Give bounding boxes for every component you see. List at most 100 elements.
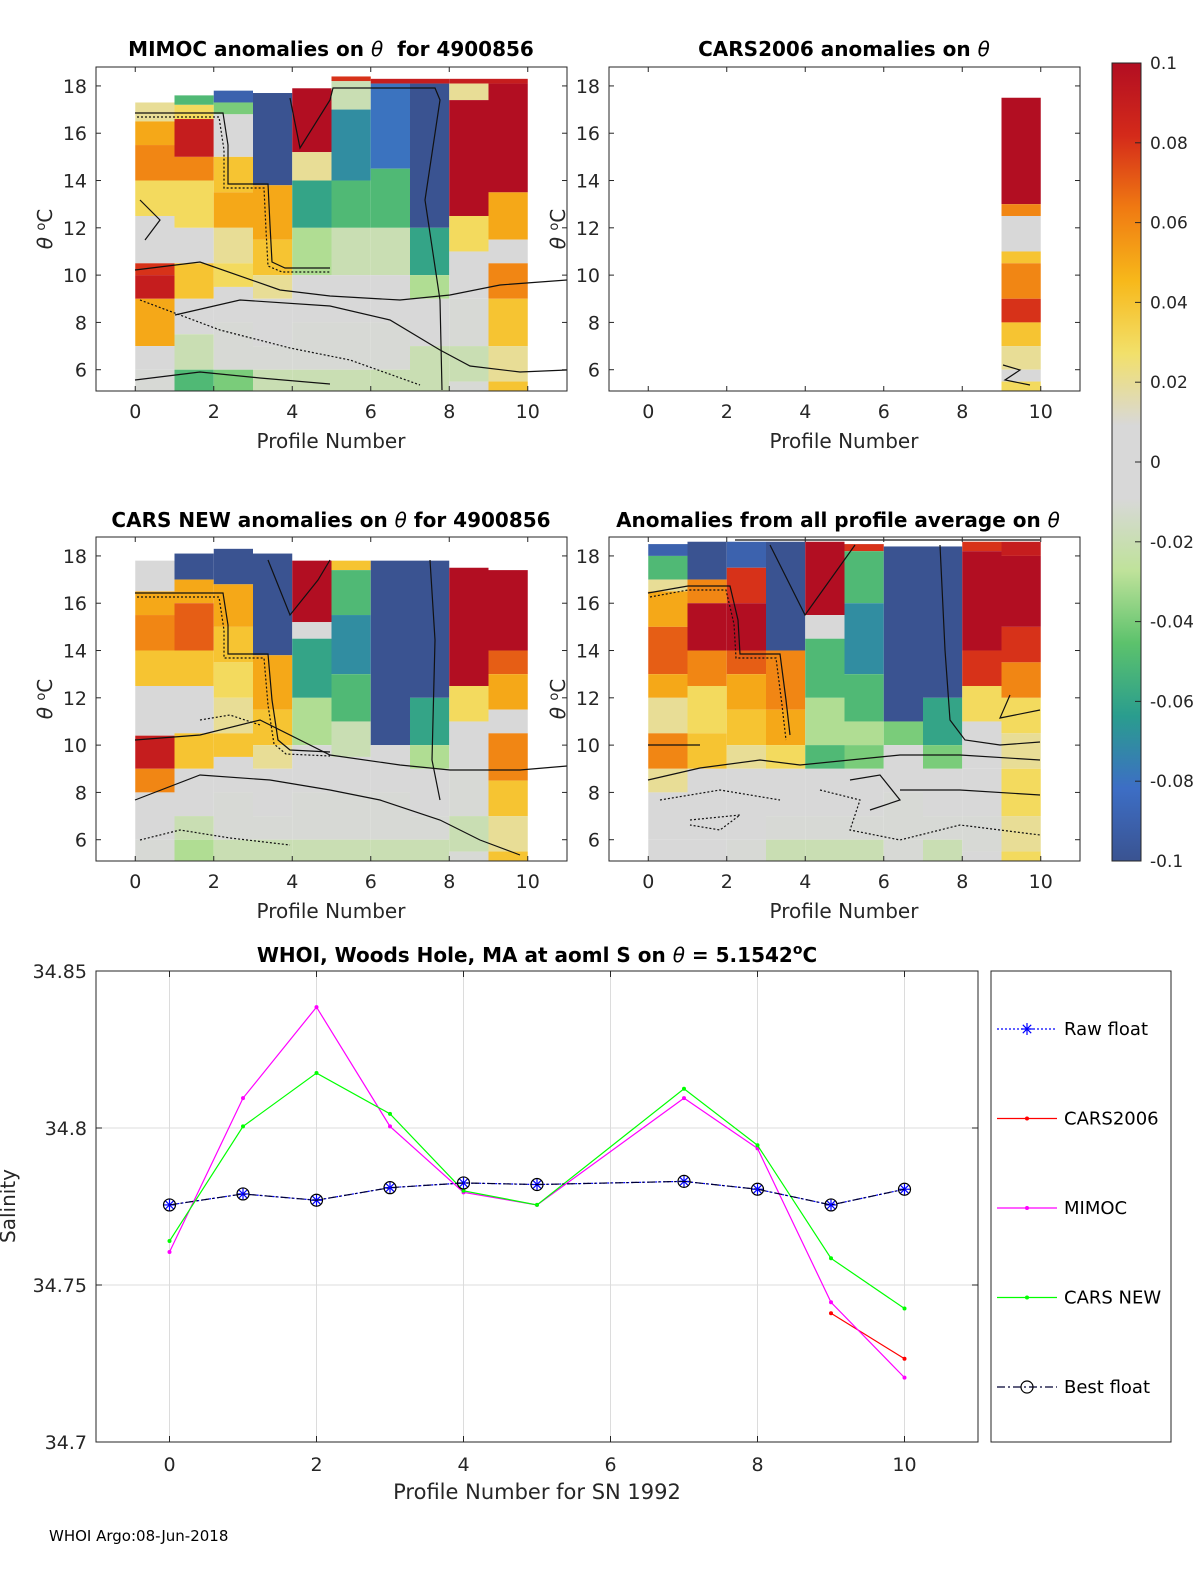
heatmap-cell	[1001, 381, 1041, 391]
y-tick-label: 12	[63, 688, 87, 710]
heatmap-cell	[766, 768, 806, 817]
cars-new-contour-line	[134, 719, 567, 771]
heatmap-cell	[844, 544, 884, 552]
x-tick-label: 6	[365, 401, 377, 423]
heatmap-cell	[449, 346, 489, 382]
heatmap-cell	[449, 215, 489, 252]
heatmap-cell	[449, 768, 489, 817]
colorbar-tick-label: -0.1	[1150, 852, 1183, 872]
colorbar-tick-label: -0.04	[1150, 613, 1194, 633]
x-tick-label: 6	[878, 871, 890, 893]
salinity-title: WHOI, Woods Hole, MA at aoml S on θ = 5.…	[257, 942, 817, 967]
x-tick-label: 0	[129, 401, 141, 423]
colorbar-tick-label: 0	[1150, 453, 1161, 473]
x-tick-label: 8	[956, 401, 968, 423]
x-tick-label: 10	[1029, 401, 1053, 423]
y-tick-label: 18	[576, 76, 600, 98]
heatmap-cell	[410, 83, 450, 228]
series-best-float	[162, 1174, 912, 1212]
data-point	[682, 1086, 686, 1091]
heatmap-cell	[253, 185, 293, 240]
mimoc-contour-line	[139, 199, 161, 241]
heatmap-cell	[253, 298, 293, 347]
heatmap-cell	[449, 851, 489, 861]
x-tick-label: 4	[799, 871, 811, 893]
heatmap-cell	[174, 334, 214, 370]
cars-new-yticks: 6 8 10 12 14 16 18	[63, 546, 567, 852]
x-tick-label: 10	[892, 1454, 916, 1476]
heatmap-cell	[213, 548, 253, 585]
heatmap-cell	[726, 768, 766, 840]
heatmap-cell	[449, 721, 489, 769]
heatmap-cell	[370, 745, 410, 793]
y-tick-label: 8	[588, 312, 600, 334]
average-title: Anomalies from all profile average on θ	[616, 508, 1060, 532]
salinity-yticks: 34.7 34.75 34.8 34.85	[33, 961, 978, 1454]
heatmap-cell	[370, 322, 410, 370]
cars2006-ylabel-o: o	[547, 223, 562, 231]
mimoc-ylabel-theta: θ	[33, 237, 57, 249]
heatmap-cell	[410, 78, 450, 84]
heatmap-cell	[923, 745, 963, 769]
x-tick-label: 4	[457, 1454, 469, 1476]
heatmap-cell	[488, 83, 528, 193]
average-contour-line	[647, 754, 1041, 781]
heatmap-cell	[135, 298, 175, 347]
mimoc-contours	[134, 87, 567, 391]
x-tick-label: 0	[642, 871, 654, 893]
cars-new-panel: 0 2 4 6 8 10 6 8 10 12 14 16 18 CARS NEW anomalies …	[33, 508, 568, 923]
heatmap-cell	[410, 227, 450, 276]
heatmap-cell	[253, 239, 293, 276]
data-point	[535, 1202, 539, 1207]
heatmap-cell	[370, 839, 410, 861]
mimoc-xticks: 0 2 4 6 8 10	[129, 67, 540, 423]
heatmap-cell	[687, 579, 727, 604]
colorbar-tick-label: 0.1	[1150, 54, 1177, 74]
heatmap-cell	[292, 180, 332, 228]
salinity-panel: 0 2 4 6 8 10 34.7 34.75 34.8 34.85 WHOI, Woods H…	[0, 942, 979, 1504]
heatmap-cell	[174, 816, 214, 840]
y-tick-label: 6	[75, 830, 87, 852]
heatmap-cell	[805, 839, 845, 861]
heatmap-cell	[1001, 204, 1041, 216]
heatmap-cell	[135, 275, 175, 299]
y-tick-label: 8	[75, 782, 87, 804]
x-tick-label: 0	[163, 1454, 175, 1476]
colorbar-tick-label: -0.08	[1150, 772, 1194, 792]
data-point	[309, 1193, 324, 1207]
heatmap-cell	[687, 541, 727, 580]
legend-items: Raw float CARS2006 MIMOC CARS NEW Best float	[997, 1019, 1161, 1398]
heatmap-cell	[253, 369, 293, 391]
legend-box	[990, 970, 1172, 1443]
mimoc-contour-line	[134, 371, 331, 385]
data-point	[383, 1181, 397, 1195]
heatmap-cell	[292, 275, 332, 323]
colorbar-tick-label: -0.06	[1150, 692, 1194, 712]
legend-label: Best float	[1064, 1377, 1150, 1398]
legend-item: Best float	[997, 1377, 1150, 1398]
heatmap-cell	[135, 792, 175, 840]
data-point	[241, 1096, 245, 1101]
cars2006-yticks: 6 8 10 12 14 16 18	[576, 76, 1080, 382]
heatmap-cell	[687, 768, 727, 840]
heatmap-cell	[292, 638, 332, 698]
cars2006-xticks: 0 2 4 6 8 10	[642, 67, 1053, 423]
y-tick-label: 6	[588, 830, 600, 852]
heatmap-cell	[174, 603, 214, 651]
cars-new-heatmap	[135, 548, 528, 861]
heatmap-cell	[410, 346, 450, 391]
salinity-title-value: = 5.1542	[685, 943, 793, 967]
y-tick-label: 16	[576, 123, 600, 145]
colorbar-tick-label: 0.02	[1150, 373, 1188, 393]
heatmap-cell	[213, 102, 253, 115]
y-tick-label: 12	[576, 688, 600, 710]
cars-new-xlabel: Profile Number	[257, 899, 407, 923]
y-tick-label: 6	[588, 360, 600, 382]
series-cars-new	[167, 1071, 907, 1311]
cars-new-ylabel-o: o	[34, 693, 49, 701]
heatmap-cell	[648, 697, 688, 734]
heatmap-cell	[1001, 697, 1041, 734]
data-point	[388, 1111, 392, 1116]
data-point	[314, 1071, 319, 1076]
